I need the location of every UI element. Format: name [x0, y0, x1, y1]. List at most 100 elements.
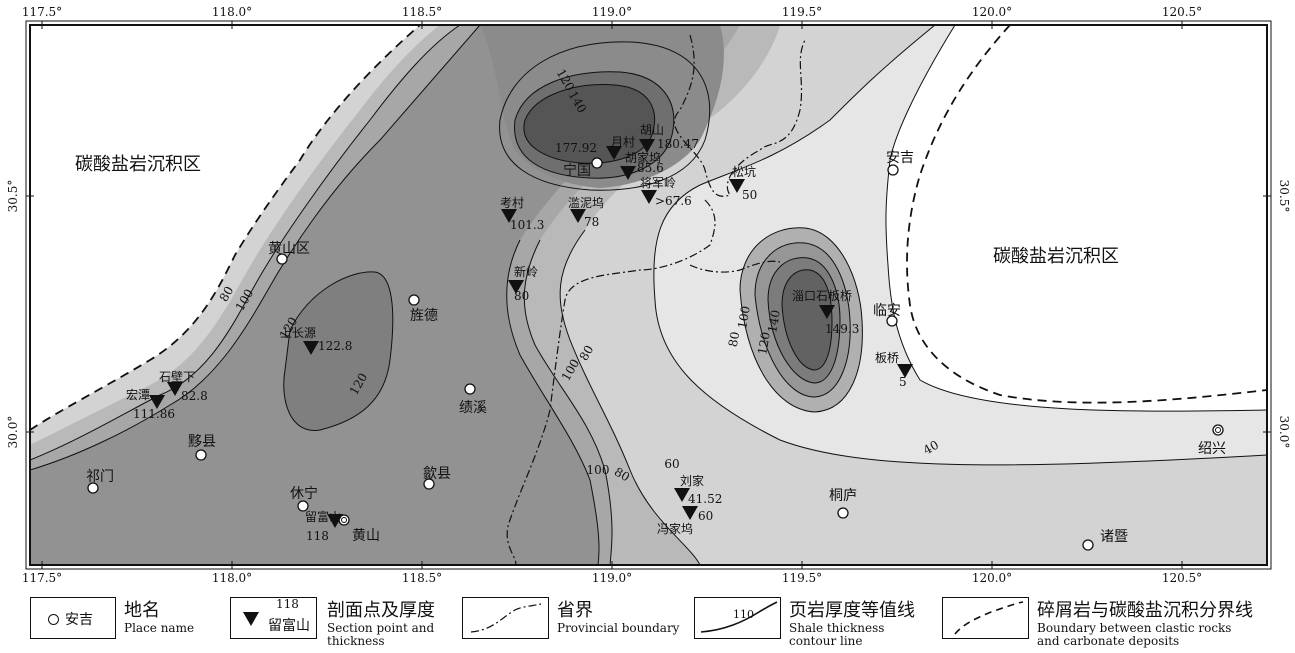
section-point: 留富山 118: [305, 509, 343, 543]
place-label: 休宁: [290, 485, 318, 502]
legend-section-value: 118: [276, 597, 299, 611]
place-circle-icon: [276, 253, 288, 265]
place-circle-icon: [1212, 424, 1224, 436]
y-tick-label-left: 30.5°: [6, 180, 20, 213]
section-thickness: 60: [698, 509, 713, 523]
place-circle-icon: [887, 164, 899, 176]
place-marker: 歙县: [423, 465, 451, 490]
place-marker: 绩溪: [459, 383, 487, 416]
legend-boundary-zh: 碎屑岩与碳酸盐沉积分界线: [1037, 600, 1253, 621]
y-tick-label-right: 30.5°: [1277, 180, 1291, 213]
legend-place-sample: 安吉: [65, 612, 93, 628]
place-inner-circle-icon: [1215, 427, 1221, 433]
x-tick-label-top: 119.0°: [592, 5, 632, 19]
section-triangle-icon: [149, 395, 165, 409]
section-point: 新岭 80: [508, 264, 538, 303]
place-circle-icon: [48, 614, 59, 625]
section-thickness: 50: [742, 188, 757, 202]
contour-value-label: 60: [664, 457, 679, 471]
x-tick-label-top: 119.5°: [782, 5, 822, 19]
section-thickness: >67.6: [655, 194, 692, 208]
place-circle-icon: [464, 383, 476, 395]
place-label: 诸暨: [1100, 529, 1128, 545]
place-marker: 宁国: [563, 157, 603, 179]
section-name: 冯家坞: [657, 521, 693, 536]
carbonate-boundary-west: [30, 25, 421, 431]
provincial-boundary: [506, 34, 806, 565]
x-tick-label-bottom: 118.5°: [402, 571, 442, 585]
region-label-west: 碳酸盐岩沉积区: [75, 154, 201, 175]
place-circle-icon: [297, 500, 309, 512]
legend-boundary-en1: Boundary between clastic rocks: [1037, 621, 1232, 635]
place-marker: 休宁: [290, 485, 318, 512]
legend-section-en1: Section point and: [327, 621, 435, 635]
section-thickness: 122.8: [318, 339, 352, 353]
place-marker: 旌德: [408, 294, 438, 324]
x-tick-label-bottom: 120.5°: [1162, 571, 1202, 585]
section-name: 宏潭: [126, 387, 150, 402]
contour-value-label: 120: [755, 331, 773, 356]
section-point: 石壁下 82.8: [159, 369, 208, 403]
place-circle-icon: [408, 294, 420, 306]
place-circle-icon: [886, 315, 898, 327]
section-name: 石壁下: [159, 369, 195, 384]
legend-section-name: 留富山: [268, 618, 310, 634]
section-point: 板桥5: [875, 351, 913, 389]
legend-place-box: 安吉: [30, 597, 116, 639]
section-triangle-icon: [729, 179, 745, 193]
place-circle-icon: [837, 507, 849, 519]
place-circle-icon: [87, 482, 99, 494]
section-point: 宏潭 111.86: [126, 387, 175, 421]
section-name: 新岭: [514, 264, 538, 279]
place-label: 黄山: [352, 527, 380, 544]
x-tick-label-bottom: 119.5°: [782, 571, 822, 585]
section-point: 月村 177.92: [555, 135, 635, 160]
section-triangle-icon: [620, 166, 636, 180]
section-triangle-icon: [819, 305, 835, 319]
place-marker: 诸暨: [1082, 529, 1128, 551]
boundary-line-icon: [954, 601, 1024, 635]
place-inner-circle-icon: [341, 517, 347, 523]
section-thickness: 78: [584, 215, 599, 229]
legend-province-box: [462, 597, 549, 639]
x-tick-label-bottom: 118.0°: [212, 571, 252, 585]
section-thickness: 5: [899, 375, 907, 389]
place-label: 临安: [873, 303, 901, 319]
section-triangle-icon: [606, 146, 622, 160]
section-point: 考村 101.3: [500, 196, 544, 232]
section-thickness: 118: [306, 529, 329, 543]
place-label: 歙县: [423, 465, 451, 482]
legend-province-zh: 省界: [557, 600, 593, 621]
place-marker: 绍兴: [1198, 424, 1226, 457]
legend-section-box: 118 留富山: [230, 597, 317, 639]
section-triangle-icon: [682, 506, 698, 520]
contour-value-label: 80: [577, 343, 597, 363]
contour-value-label: 80: [726, 331, 742, 348]
place-label: 旌德: [410, 308, 438, 324]
place-marker: 安吉: [886, 150, 914, 176]
x-tick-label-top: 118.5°: [402, 5, 442, 19]
place-label: 绍兴: [1198, 441, 1226, 457]
x-tick-label-top: 120.0°: [972, 5, 1012, 19]
contour-value-label: 140: [765, 309, 783, 334]
section-name: 考村: [500, 196, 524, 210]
zone-east-140: [782, 269, 832, 370]
x-tick-label-bottom: 120.0°: [972, 571, 1012, 585]
place-circle-icon: [423, 478, 435, 490]
section-name: 胡家坞: [625, 150, 661, 165]
section-point: 冯家坞 60: [657, 506, 713, 536]
legend: 安吉 地名 Place name 118 留富山 剖面点及厚度 Section …: [0, 592, 1295, 650]
section-triangle-icon: [674, 488, 690, 502]
legend-section-en2: thickness: [327, 634, 385, 648]
section-name: 滥泥坞: [568, 195, 604, 210]
legend-contour-box: 110: [694, 597, 781, 639]
map-canvas: 117.5° 117.5° 118.0° 118.0° 118.5° 118.5° 119.…: [6, 5, 1291, 585]
y-tick-label-right: 30.0°: [1277, 416, 1291, 449]
contour-value-label: 100: [587, 463, 610, 477]
place-label: 祁门: [86, 469, 114, 485]
place-label: 桐庐: [829, 488, 857, 504]
place-marker: 临安: [873, 303, 901, 327]
x-tick-label-top: 117.5°: [22, 5, 62, 19]
carbonate-boundary-east: [906, 25, 1267, 404]
section-thickness: 111.86: [133, 407, 175, 421]
